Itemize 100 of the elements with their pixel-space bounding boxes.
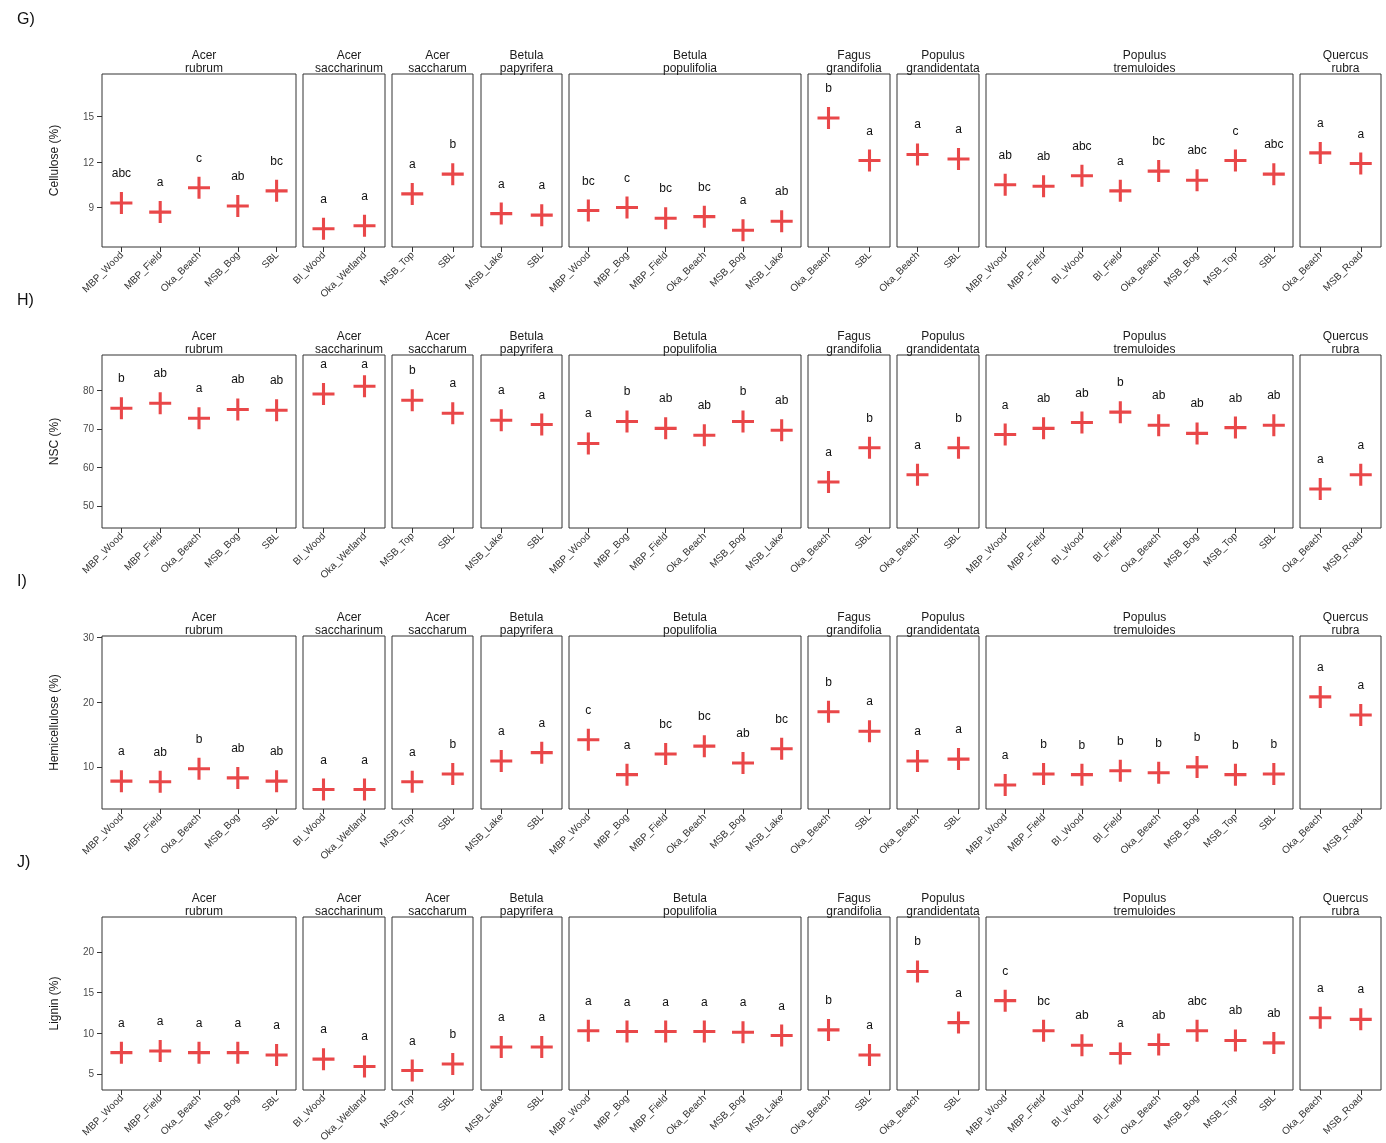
annotation: c (585, 702, 592, 717)
point (693, 205, 716, 228)
annotation: b (866, 410, 874, 425)
point (616, 196, 638, 219)
chart-title: Fagus grandifolia (826, 890, 883, 918)
y-axis-title: Lignin (%) (47, 976, 61, 1031)
x-tick-label: SBL (1256, 529, 1279, 552)
point (1224, 416, 1247, 439)
chart-title: Populus grandidentata (906, 890, 981, 918)
annotation: bc (659, 181, 673, 196)
x-tick-label: SBL (941, 248, 963, 271)
y-tick-label: 20 (82, 696, 95, 708)
point (654, 742, 677, 765)
point (1147, 414, 1170, 437)
x-tick-label: SBL (1256, 1091, 1279, 1114)
annotation: bc (1037, 993, 1050, 1008)
point (1186, 755, 1209, 778)
annotation: abc (111, 165, 132, 180)
annotation: ab (998, 147, 1013, 162)
x-tick-label: SBL (1256, 810, 1279, 833)
annotation: a (1316, 115, 1324, 130)
chart-title: Acer saccharum (408, 47, 467, 75)
x-tick-label: SBL (435, 810, 457, 833)
annotation: b (1078, 737, 1086, 752)
annotation: b (1116, 375, 1124, 390)
point (1224, 763, 1247, 786)
annotation: a (866, 1018, 874, 1033)
chart-title: Fagus grandifolia (826, 609, 883, 637)
annotation: a (700, 994, 708, 1009)
annotation: a (1357, 437, 1365, 452)
annotation: a (866, 123, 874, 138)
annotation: a (538, 387, 546, 402)
annotation: a (623, 737, 631, 752)
annotation: a (1116, 153, 1124, 168)
point (149, 201, 172, 224)
point (1109, 401, 1132, 424)
annotation: a (195, 381, 203, 396)
annotation: a (739, 995, 747, 1010)
chart-title: Populus grandidentata (906, 609, 981, 637)
chart-title: Fagus grandifolia (826, 47, 883, 75)
chart-title: Acer saccharinum (314, 609, 384, 637)
annotation: a (955, 121, 963, 136)
point (1147, 160, 1170, 183)
annotation: bc (270, 153, 283, 168)
point (693, 735, 716, 758)
chart-subtitle: I) (17, 571, 27, 589)
point (654, 207, 677, 230)
annotation: a (739, 193, 747, 208)
chart-title: Acer saccharum (408, 328, 467, 356)
annotation: b (1193, 729, 1201, 744)
chart-title: Acer rubrum (184, 890, 224, 918)
point (1186, 1019, 1209, 1042)
point (188, 407, 210, 430)
point (616, 410, 638, 433)
chart-title: Acer saccharum (408, 609, 467, 637)
y-axis-title: NSC (%) (47, 417, 61, 466)
point (149, 392, 172, 415)
chart-title: Fagus grandifolia (826, 328, 883, 356)
point (616, 763, 638, 786)
annotation: bc (775, 711, 789, 726)
chart-title: Acer saccharinum (314, 328, 384, 356)
point (1070, 1034, 1093, 1057)
annotation: a (497, 724, 505, 739)
point (1109, 759, 1132, 782)
annotation: a (914, 117, 922, 132)
annotation: bc (659, 716, 673, 731)
annotation: a (623, 994, 631, 1009)
point (1070, 164, 1093, 187)
annotation: ab (269, 373, 284, 388)
annotation: b (955, 410, 963, 425)
annotation: ab (1190, 396, 1205, 411)
point (994, 989, 1017, 1012)
x-tick-label: SBL (435, 1091, 457, 1114)
chart-title: Populus tremuloides (1113, 328, 1176, 356)
annotation: a (584, 993, 592, 1008)
annotation: a (408, 1033, 416, 1048)
chart-title: Acer saccharum (408, 890, 467, 918)
point (732, 752, 754, 774)
x-tick-label: SBL (852, 810, 874, 833)
y-tick-label: 80 (82, 384, 95, 396)
point (994, 774, 1017, 797)
annotation: a (361, 357, 369, 371)
annotation: a (361, 188, 369, 203)
annotation: a (584, 406, 592, 421)
y-tick-label: 20 (82, 946, 95, 958)
y-tick-label: 70 (82, 423, 95, 435)
annotation: ab (697, 398, 712, 413)
point (770, 419, 793, 442)
point (1032, 763, 1055, 786)
annotation: b (1116, 733, 1124, 748)
annotation: ab (1267, 388, 1281, 403)
chart-title: Acer saccharinum (314, 890, 384, 918)
annotation: ab (1152, 388, 1166, 403)
chart-title: Populus tremuloides (1113, 609, 1176, 637)
annotation: ab (1075, 385, 1089, 400)
annotation: a (1116, 1016, 1124, 1031)
point (1262, 414, 1285, 437)
y-tick-label: 10 (82, 761, 95, 773)
point (1262, 163, 1285, 186)
chart-title: Quercus rubra (1322, 890, 1369, 918)
